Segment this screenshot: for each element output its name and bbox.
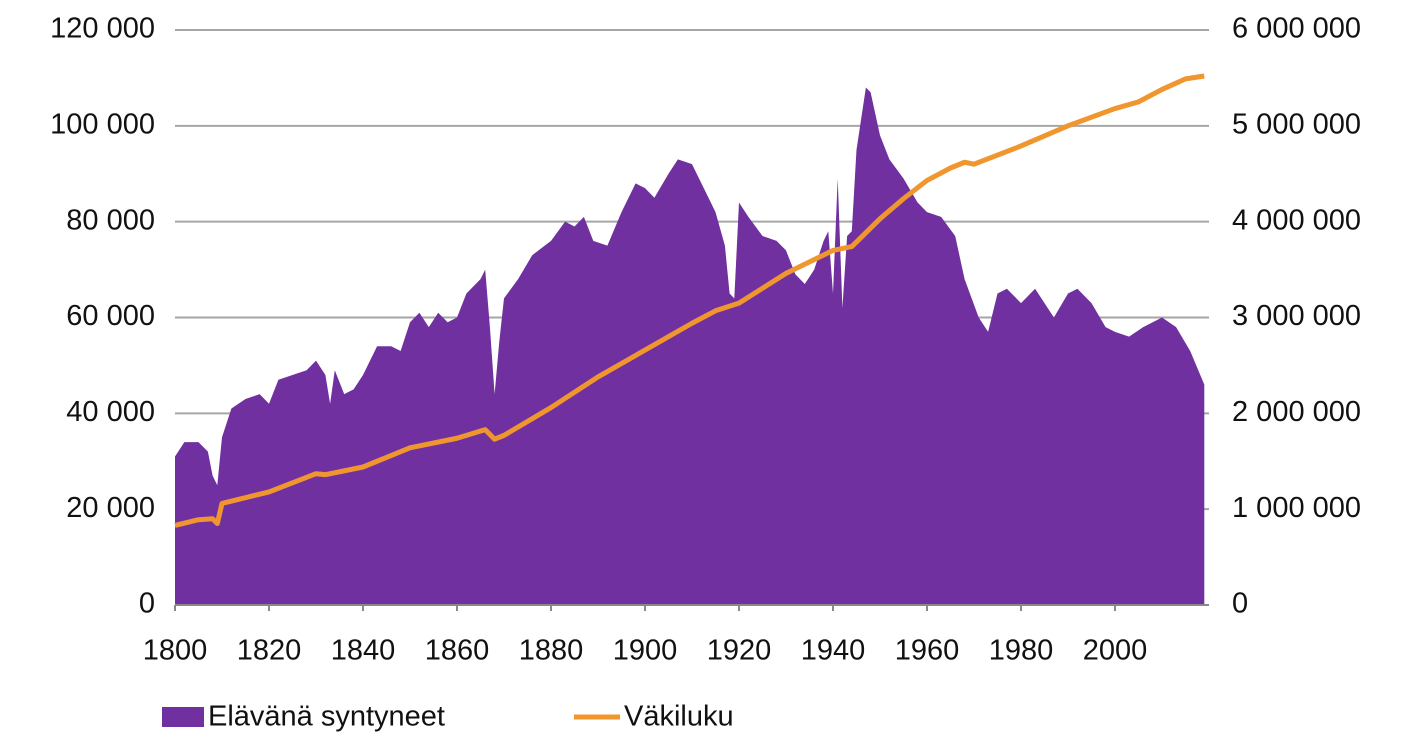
y2-tick-label: 3 000 000 bbox=[1232, 300, 1361, 332]
y-tick-label: 80 000 bbox=[66, 204, 155, 236]
x-tick-label: 1920 bbox=[707, 635, 772, 667]
legend-swatch bbox=[162, 707, 204, 727]
y2-tick-label: 6 000 000 bbox=[1232, 13, 1361, 45]
x-tick-label: 1840 bbox=[331, 635, 396, 667]
y-tick-label: 0 bbox=[139, 588, 155, 620]
line bbox=[174, 73, 1205, 528]
x-tick-label: 2000 bbox=[1083, 635, 1148, 667]
y2-tick-label: 5 000 000 bbox=[1232, 108, 1361, 140]
y-tick-label: 60 000 bbox=[66, 300, 155, 332]
y-tick-label: 40 000 bbox=[66, 396, 155, 428]
x-tick-label: 1800 bbox=[143, 635, 208, 667]
y2-tick-label: 0 bbox=[1232, 588, 1248, 620]
x-tick-label: 1860 bbox=[425, 635, 490, 667]
y2-tick-label: 4 000 000 bbox=[1232, 204, 1361, 236]
y2-tick-label: 2 000 000 bbox=[1232, 396, 1361, 428]
x-tick-label: 1880 bbox=[519, 635, 584, 667]
y-tick-label: 20 000 bbox=[66, 492, 155, 524]
legend-label: Väkiluku bbox=[624, 701, 734, 733]
x-tick-label: 1900 bbox=[613, 635, 678, 667]
x-tick-label: 1960 bbox=[895, 635, 960, 667]
x-tick-label: 1980 bbox=[989, 635, 1054, 667]
area bbox=[175, 87, 1205, 605]
x-tick-label: 1820 bbox=[237, 635, 302, 667]
y2-tick-label: 1 000 000 bbox=[1232, 492, 1361, 524]
y-tick-label: 100 000 bbox=[50, 108, 155, 140]
legend-label: Elävänä syntyneet bbox=[208, 701, 445, 733]
y-tick-label: 120 000 bbox=[50, 13, 155, 45]
x-tick-label: 1940 bbox=[801, 635, 866, 667]
